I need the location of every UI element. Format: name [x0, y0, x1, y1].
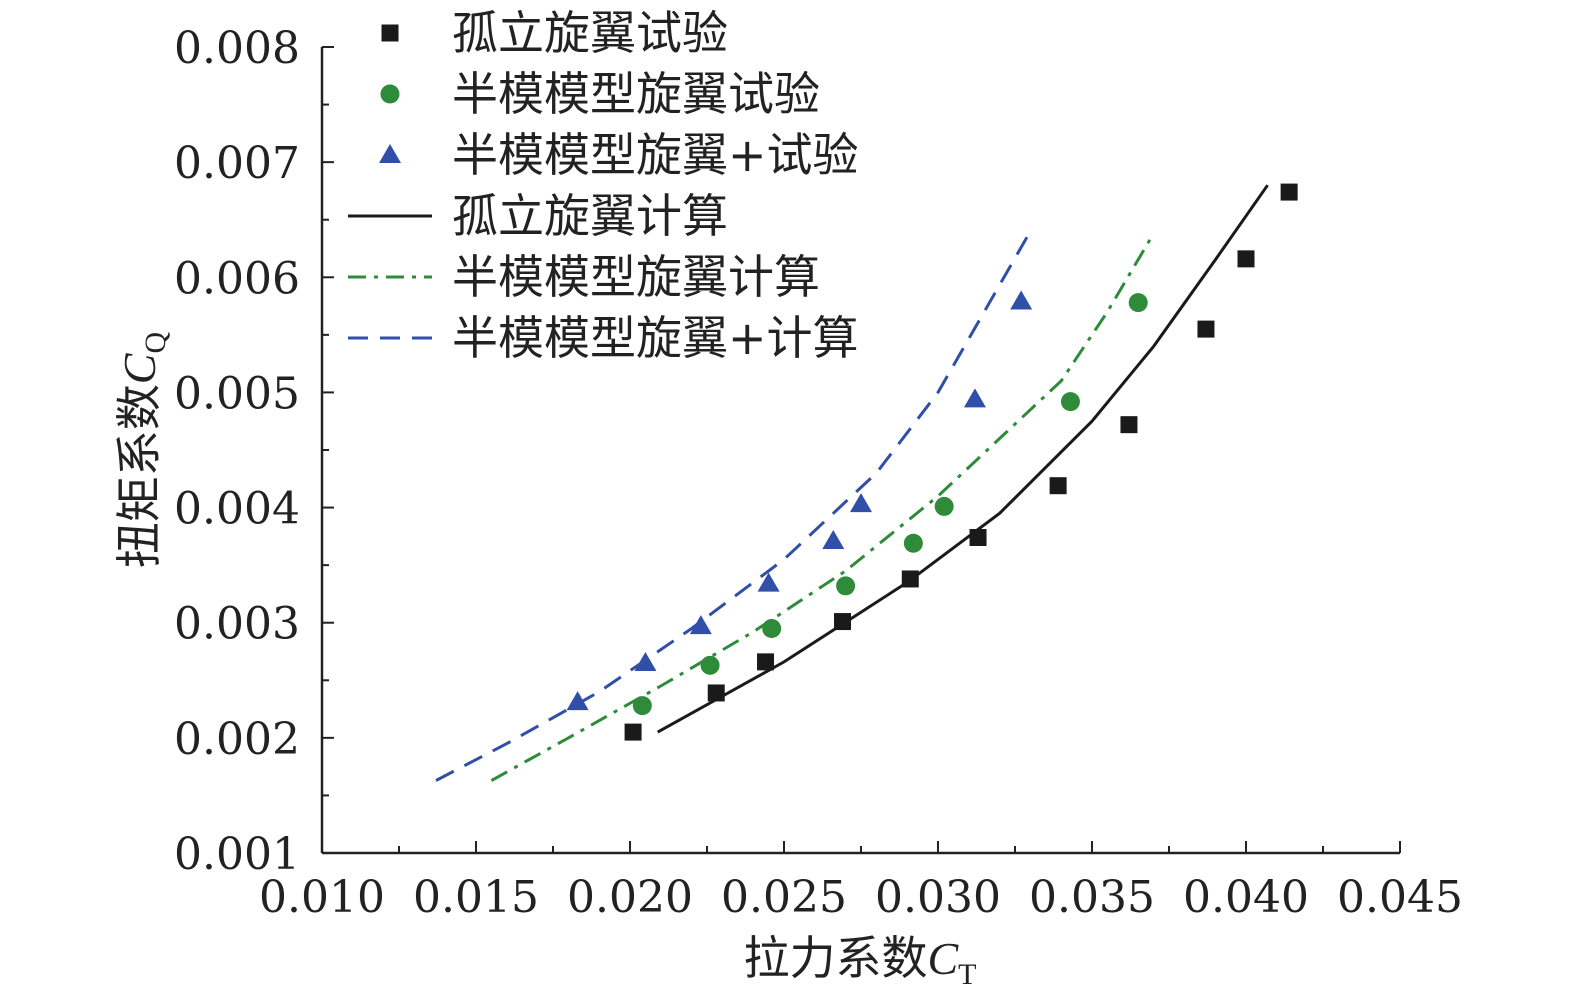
legend-marker-swatch	[380, 84, 400, 104]
data-point	[934, 496, 954, 516]
y-tick-label: 0.003	[174, 599, 300, 650]
series-layer	[435, 183, 1298, 782]
plot-area: 0.010 0.015 0.020 0.025 0.030 0.035 0.040 0.045…	[174, 23, 1463, 923]
x-tick-label: 0.035	[1029, 872, 1155, 923]
x-tick-label: 0.015	[413, 872, 539, 923]
x-tick-label: 0.020	[567, 872, 693, 923]
legend-item-3: 半模模型旋翼+试验	[379, 128, 859, 182]
series-6	[435, 230, 1032, 782]
series-3	[566, 290, 1033, 711]
data-point	[836, 576, 856, 596]
y-axis-title-var: C	[114, 352, 165, 384]
data-point	[689, 615, 712, 635]
x-tick-label: 0.030	[875, 872, 1001, 923]
legend-label: 孤立旋翼试验	[452, 6, 728, 60]
data-point	[1128, 293, 1148, 313]
y-tick-label: 0.005	[174, 368, 300, 419]
x-axis-title: 拉力系数CT	[743, 931, 976, 991]
data-point	[1197, 320, 1215, 338]
data-point	[1280, 183, 1298, 201]
legend-label: 半模模型旋翼+计算	[452, 311, 859, 365]
data-point	[757, 653, 775, 671]
y-tick-label: 0.007	[174, 138, 300, 189]
series-line	[656, 184, 1269, 734]
data-point	[624, 723, 642, 741]
legend-item-6: 半模模型旋翼+计算	[348, 311, 859, 365]
legend: 孤立旋翼试验半模模型旋翼试验半模模型旋翼+试验孤立旋翼计算半模模型旋翼计算半模模…	[348, 6, 859, 365]
y-axis-title-sub: Q	[139, 331, 172, 353]
legend-label: 半模模型旋翼计算	[452, 250, 820, 304]
data-point	[963, 388, 986, 408]
legend-marker-swatch	[379, 144, 401, 163]
x-axis-title-text: 拉力系数	[743, 931, 927, 985]
data-point	[822, 529, 845, 549]
x-axis-title-var: C	[927, 933, 959, 984]
x-tick-label: 0.010	[259, 872, 385, 923]
data-point	[1120, 416, 1138, 434]
legend-label: 孤立旋翼计算	[452, 189, 728, 243]
series-4	[656, 184, 1269, 734]
x-tick-label: 0.045	[1337, 872, 1463, 923]
legend-label: 半模模型旋翼+试验	[452, 128, 859, 182]
data-point	[632, 696, 652, 716]
y-tick-label: 0.002	[174, 714, 300, 765]
data-point	[1010, 290, 1033, 310]
data-point	[1060, 392, 1080, 412]
legend-item-2: 半模模型旋翼试验	[380, 67, 820, 121]
data-point	[1049, 477, 1067, 495]
y-axis-title-text: 扭矩系数	[112, 384, 166, 568]
data-point	[1237, 250, 1255, 268]
data-point	[969, 529, 987, 547]
legend-item-5: 半模模型旋翼计算	[348, 250, 820, 304]
x-tick-label: 0.025	[721, 872, 847, 923]
legend-label: 半模模型旋翼试验	[452, 67, 820, 121]
data-point	[850, 493, 872, 513]
legend-marker-swatch	[381, 24, 399, 42]
series-5	[490, 232, 1155, 782]
data-point	[700, 655, 720, 675]
y-tick-label: 0.004	[174, 484, 300, 535]
legend-item-1: 孤立旋翼试验	[381, 6, 728, 60]
y-tick-label: 0.001	[174, 829, 300, 880]
data-point	[566, 691, 589, 711]
series-line	[490, 232, 1155, 782]
legend-item-4: 孤立旋翼计算	[348, 189, 728, 243]
x-tick-label: 0.040	[1183, 872, 1309, 923]
y-tick-label: 0.006	[174, 253, 300, 304]
data-point	[903, 533, 923, 553]
y-axis-title: 扭矩系数CQ	[112, 331, 172, 568]
x-axis-title-sub: T	[958, 958, 976, 991]
data-point	[762, 618, 782, 638]
series-line	[435, 230, 1032, 782]
y-tick-label: 0.008	[174, 23, 300, 74]
data-point	[757, 572, 780, 592]
